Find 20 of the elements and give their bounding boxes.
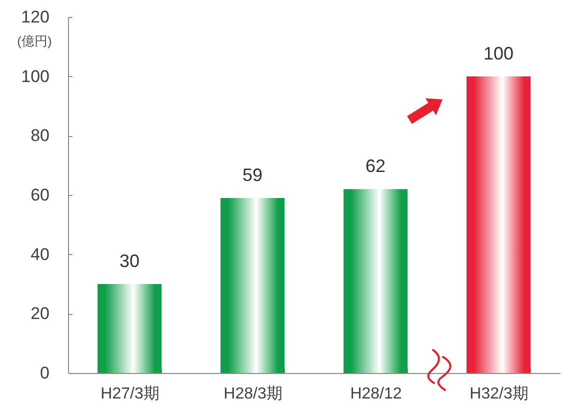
data-label: 62 <box>365 156 386 176</box>
x-tick-label: H27/3期 <box>100 384 160 402</box>
data-label: 30 <box>119 251 140 271</box>
y-tick-label: 40 <box>30 244 50 264</box>
bar <box>466 76 530 373</box>
y-tick-label: 0 <box>40 364 50 382</box>
y-tick-label: 100 <box>21 66 50 86</box>
bar <box>220 198 284 373</box>
y-axis-title: (億円) <box>17 34 52 48</box>
y-tick-label: 60 <box>30 186 50 204</box>
x-tick-label: H28/3期 <box>224 384 282 402</box>
x-tick-label: H32/3期 <box>470 384 528 402</box>
bar <box>98 284 162 373</box>
y-tick-label: 120 <box>21 8 50 26</box>
data-label: 100 <box>483 43 514 64</box>
y-tick-label: 80 <box>30 126 50 146</box>
x-tick-label: H28/12 <box>350 386 402 402</box>
data-label: 59 <box>242 164 263 185</box>
y-tick-label: 20 <box>30 304 50 324</box>
bar <box>344 189 408 373</box>
